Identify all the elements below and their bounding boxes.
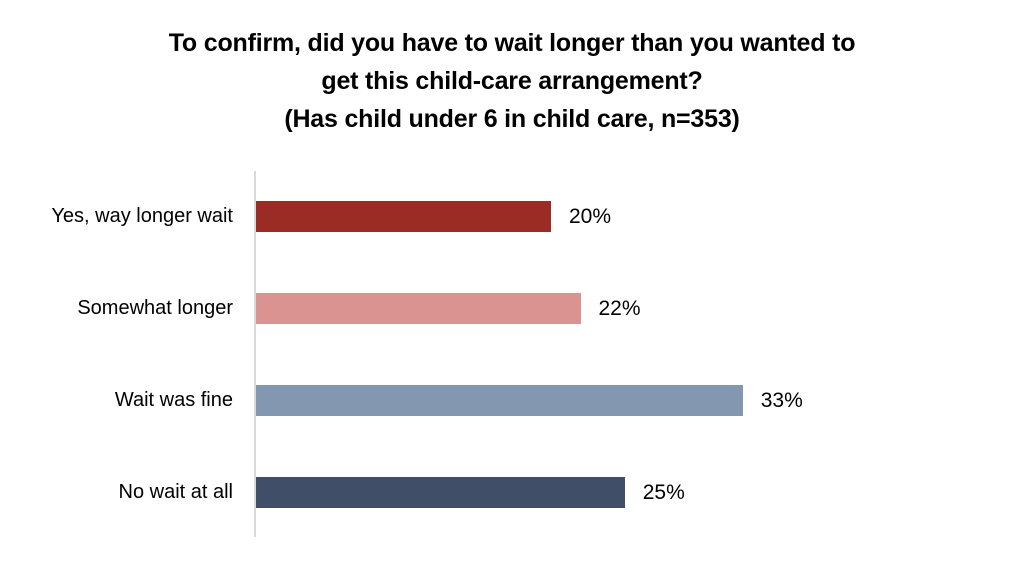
chart-title: To confirm, did you have to wait longer … xyxy=(0,24,1024,138)
bar-no-wait-at-all xyxy=(256,477,625,508)
chart-title-line-3: (Has child under 6 in child care, n=353) xyxy=(284,105,740,133)
chart-title-line-2: get this child-care arrangement? xyxy=(321,67,703,95)
bar-yes-way-longer-wait xyxy=(256,201,551,232)
bar-row: Wait was fine 33% xyxy=(0,385,1024,416)
bar-row: Yes, way longer wait 20% xyxy=(0,201,1024,232)
value-label: 20% xyxy=(569,205,612,228)
bar-row: Somewhat longer 22% xyxy=(0,293,1024,324)
category-label: Somewhat longer xyxy=(77,297,233,319)
category-label: No wait at all xyxy=(118,481,234,503)
bar-wait-was-fine xyxy=(256,385,743,416)
category-label: Yes, way longer wait xyxy=(51,205,233,227)
chart-title-line-1: To confirm, did you have to wait longer … xyxy=(168,29,856,57)
value-label: 22% xyxy=(598,297,641,320)
y-axis-line xyxy=(254,171,256,537)
category-label: Wait was fine xyxy=(114,389,233,411)
bar-row: No wait at all 25% xyxy=(0,477,1024,508)
bar-somewhat-longer xyxy=(256,293,581,324)
value-label: 25% xyxy=(642,481,685,504)
value-label: 33% xyxy=(760,389,803,412)
